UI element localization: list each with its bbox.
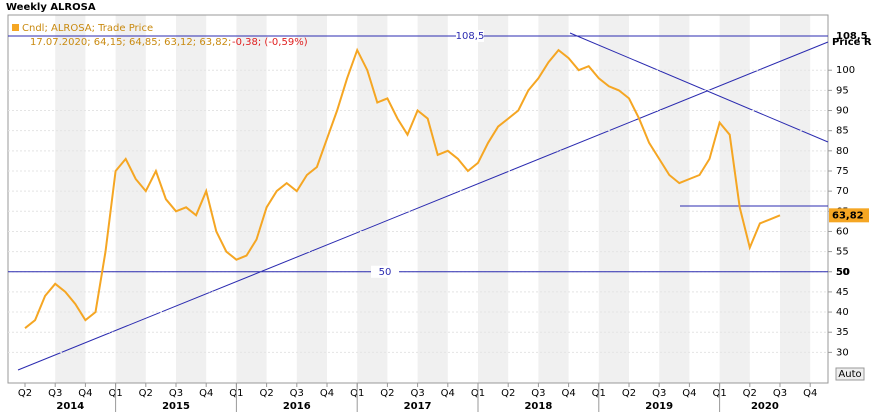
auto-button[interactable] [835,367,865,381]
quarter-band [478,15,509,383]
last-price-box [829,208,869,223]
quarter-band [115,15,146,383]
hline-axis-label: 50 [836,267,850,278]
y-tick-label: 35 [836,327,849,338]
x-tick-label: Q2 [259,388,273,399]
y-tick-label: 60 [836,226,849,237]
hline-axis-label: 108,5 [836,31,868,42]
y-tick-label: 30 [836,347,849,358]
y-tick-label: 55 [836,247,849,258]
last-price-label: 63,82 [832,210,864,221]
year-label: 2014 [56,401,84,412]
quarter-band [176,15,207,383]
x-tick-label: Q3 [169,388,183,399]
y-tick-label: 70 [836,186,849,197]
x-tick-label: Q4 [199,388,213,399]
year-label: 2020 [751,401,779,412]
year-label: 2015 [162,401,190,412]
x-tick-label: Q2 [743,388,757,399]
year-label: 2019 [645,401,673,412]
legend: Cndl; ALROSA; Trade Price [22,23,153,34]
y-axis-label: Price RUB [832,37,872,48]
y-tick-label: 75 [836,166,849,177]
hline-label: 50 [379,267,392,278]
hline-label: 108,5 [456,31,485,42]
chart-title: Weekly ALROSA [6,2,96,13]
x-tick-label: Q3 [531,388,545,399]
x-tick-label: Q4 [803,388,817,399]
auto-label: Auto [838,369,861,380]
x-tick-label: Q4 [78,388,92,399]
legend-swatch [12,24,19,31]
y-tick-label: 95 [836,85,849,96]
x-tick-label: Q2 [622,388,636,399]
quarter-band [55,15,86,383]
x-tick-label: Q4 [682,388,696,399]
y-tick-label: 90 [836,106,849,117]
year-label: 2016 [283,401,311,412]
x-tick-label: Q2 [380,388,394,399]
info: 17.07.2020; 64,15; 64,85; 63,12; 63,82; [30,37,231,48]
quarter-band [296,15,327,383]
y-tick-label: 100 [836,65,855,76]
hline-label-bg [371,265,399,278]
quarter-band [538,15,569,383]
quarter-band [417,15,448,383]
quarter-band [598,15,629,383]
y-tick-label: 85 [836,126,849,137]
y-tick-label: 50 [836,267,849,278]
quarter-band [357,15,388,383]
trend-line [17,41,829,371]
y-tick-label: 40 [836,307,849,318]
x-tick-label: Q3 [410,388,424,399]
x-tick-label: Q4 [320,388,334,399]
year-label: 2017 [404,401,432,412]
quarter-band [236,15,267,383]
y-tick-label: 80 [836,146,849,157]
x-tick-label: Q2 [139,388,153,399]
quarter-band [659,15,690,383]
x-tick-label: Q2 [501,388,515,399]
y-tick-label: 45 [836,287,849,298]
quarter-band [780,15,811,383]
quarter-band [719,15,750,383]
x-tick-label: Q3 [48,388,62,399]
x-tick-label: Q3 [652,388,666,399]
hline-label-bg [456,29,484,42]
x-tick-label: Q4 [561,388,575,399]
x-tick-label: Q2 [18,388,32,399]
x-tick-label: Q3 [290,388,304,399]
change: -0,38; (-0,59%) [232,37,308,48]
price-line [24,47,781,329]
year-label: 2018 [524,401,552,412]
x-tick-label: Q4 [441,388,455,399]
trend-line [569,32,829,143]
x-tick-label: Q3 [773,388,787,399]
